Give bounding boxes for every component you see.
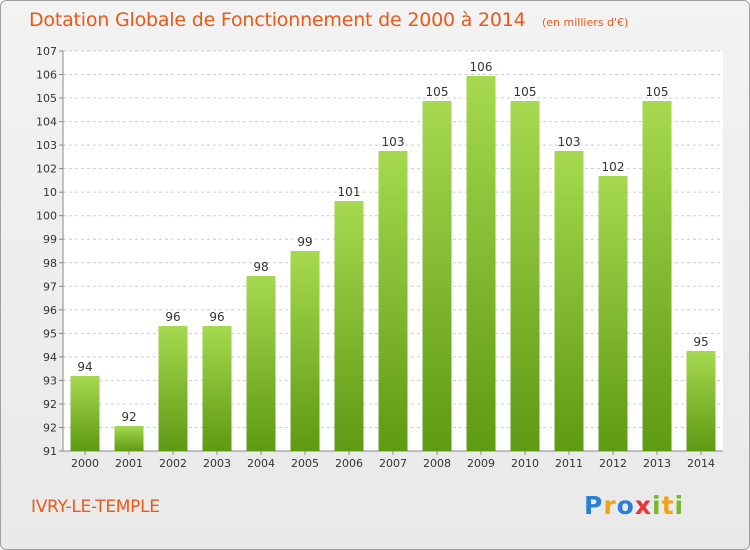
x-tick-label: 2011 xyxy=(555,457,583,470)
y-tick-label: 96 xyxy=(43,304,57,317)
data-label: 103 xyxy=(558,135,581,149)
proxiti-logo[interactable]: Proxiti xyxy=(584,491,685,520)
chart-unit: (en milliers d'€) xyxy=(542,16,629,29)
bar xyxy=(510,101,540,451)
data-label: 92 xyxy=(121,410,136,424)
x-tick-label: 2009 xyxy=(467,457,495,470)
x-tick-label: 2005 xyxy=(291,457,319,470)
x-tick-label: 2010 xyxy=(511,457,539,470)
bar xyxy=(598,176,628,451)
y-tick-label: 91 xyxy=(43,445,57,458)
x-tick-label: 2006 xyxy=(335,457,363,470)
y-tick-label: 95 xyxy=(43,327,57,340)
bar xyxy=(290,251,320,451)
x-tick-label: 2004 xyxy=(247,457,275,470)
y-tick-label: 99 xyxy=(43,233,57,246)
x-tick-label: 2000 xyxy=(71,457,99,470)
data-label: 94 xyxy=(77,360,92,374)
bar xyxy=(70,376,100,451)
bar xyxy=(202,326,232,451)
y-tick-label: 102 xyxy=(36,163,57,176)
commune-name: IVRY-LE-TEMPLE xyxy=(31,497,160,517)
x-tick-label: 2014 xyxy=(687,457,715,470)
x-tick-label: 2002 xyxy=(159,457,187,470)
y-tick-label: 107 xyxy=(36,45,57,58)
data-label: 103 xyxy=(382,135,405,149)
data-label: 99 xyxy=(297,235,312,249)
y-tick-label: 93 xyxy=(43,374,57,387)
data-label: 96 xyxy=(209,310,224,324)
x-tick-label: 2008 xyxy=(423,457,451,470)
bar xyxy=(158,326,188,451)
y-tick-label: 92 xyxy=(43,398,57,411)
data-label: 98 xyxy=(253,260,268,274)
y-tick-label: 92 xyxy=(43,421,57,434)
bar xyxy=(114,426,144,451)
y-tick-label: 94 xyxy=(43,351,57,364)
bar xyxy=(554,151,584,451)
y-tick-label: 103 xyxy=(36,139,57,152)
data-label: 96 xyxy=(165,310,180,324)
bar xyxy=(642,101,672,451)
x-tick-label: 2003 xyxy=(203,457,231,470)
bar xyxy=(686,351,716,451)
y-tick-label: 10 xyxy=(43,186,57,199)
y-tick-label: 100 xyxy=(36,210,57,223)
bar xyxy=(246,276,276,451)
data-label: 105 xyxy=(426,85,449,99)
bar xyxy=(334,201,364,451)
x-tick-label: 2013 xyxy=(643,457,671,470)
bar xyxy=(378,151,408,451)
y-tick-label: 97 xyxy=(43,280,57,293)
x-tick-label: 2012 xyxy=(599,457,627,470)
y-tick-label: 106 xyxy=(36,69,57,82)
x-tick-label: 2007 xyxy=(379,457,407,470)
bar xyxy=(466,76,496,451)
bar xyxy=(422,101,452,451)
data-label: 102 xyxy=(602,160,625,174)
chart-title: Dotation Globale de Fonctionnement de 20… xyxy=(29,9,526,31)
data-label: 105 xyxy=(646,85,669,99)
y-tick-label: 98 xyxy=(43,257,57,270)
y-tick-label: 105 xyxy=(36,92,57,105)
y-tick-label: 104 xyxy=(36,116,57,129)
data-label: 101 xyxy=(338,185,361,199)
data-label: 105 xyxy=(514,85,537,99)
x-tick-label: 2001 xyxy=(115,457,143,470)
data-label: 95 xyxy=(693,335,708,349)
data-label: 106 xyxy=(470,60,493,74)
